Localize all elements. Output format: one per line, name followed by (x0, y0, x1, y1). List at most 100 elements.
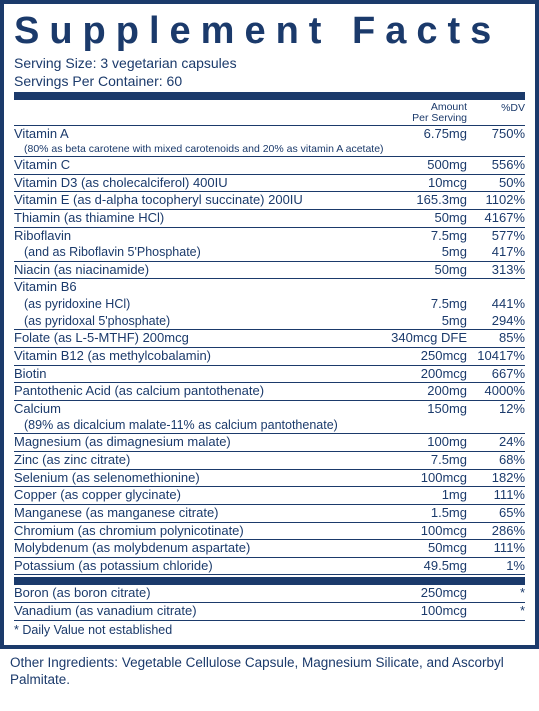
thick-rule-mid (14, 577, 525, 585)
servings-label: Servings Per Container: (14, 73, 163, 89)
row-amount: 165.3mg (375, 192, 467, 209)
row-dv: 667% (467, 366, 525, 383)
serving-size-label: Serving Size: (14, 55, 96, 71)
table-row: Niacin (as niacinamide)50mg313% (14, 262, 525, 280)
row-amount: 250mcg (375, 585, 467, 602)
row-dv: 111% (467, 487, 525, 504)
row-name: Pantothenic Acid (as calcium pantothenat… (14, 383, 375, 400)
row-dv: 12% (467, 401, 525, 418)
table-row: Potassium (as potassium chloride)49.5mg1… (14, 558, 525, 576)
table-row: (as pyridoxine HCl)7.5mg441% (14, 296, 525, 313)
table-row: Molybdenum (as molybdenum aspartate)50mc… (14, 540, 525, 558)
row-name: Potassium (as potassium chloride) (14, 558, 375, 575)
row-amount: 6.75mg (375, 126, 467, 143)
row-dv: 577% (467, 228, 525, 245)
row-name: Vanadium (as vanadium citrate) (14, 603, 375, 620)
serving-size: Serving Size: 3 vegetarian capsules (14, 55, 525, 73)
row-name: Selenium (as selenomethionine) (14, 470, 375, 487)
servings-value: 60 (167, 73, 183, 89)
row-dv: 4167% (467, 210, 525, 227)
row-dv: 10417% (467, 348, 525, 365)
table-row: Vitamin B12 (as methylcobalamin)250mcg10… (14, 348, 525, 366)
row-name: Niacin (as niacinamide) (14, 262, 375, 279)
row-amount: 5mg (375, 313, 467, 330)
row-dv: 85% (467, 330, 525, 347)
row-name: Vitamin A (14, 126, 375, 143)
row-name: Magnesium (as dimagnesium malate) (14, 434, 375, 451)
table-row: Riboflavin7.5mg577% (14, 228, 525, 245)
table-row: Vitamin D3 (as cholecalciferol) 400IU10m… (14, 175, 525, 193)
row-dv: 68% (467, 452, 525, 469)
row-dv: 286% (467, 523, 525, 540)
row-dv: 111% (467, 540, 525, 557)
row-dv: 4000% (467, 383, 525, 400)
row-dv: 417% (467, 244, 525, 261)
row-amount: 500mg (375, 157, 467, 174)
table-row: Manganese (as manganese citrate)1.5mg65% (14, 505, 525, 523)
row-name: Zinc (as zinc citrate) (14, 452, 375, 469)
row-note: (80% as beta carotene with mixed caroten… (14, 143, 525, 156)
row-amount: 100mcg (375, 603, 467, 620)
row-name: Boron (as boron citrate) (14, 585, 375, 602)
row-subname: (89% as dicalcium malate-11% as calcium … (14, 417, 375, 433)
table-row: (80% as beta carotene with mixed caroten… (14, 143, 525, 157)
panel-title: Supplement Facts (14, 10, 525, 55)
table-row: (as pyridoxal 5'phosphate)5mg294% (14, 313, 525, 331)
table-row: Vitamin B6 (14, 279, 525, 296)
supplement-facts-panel: Supplement Facts Serving Size: 3 vegetar… (0, 0, 539, 649)
serving-size-value: 3 vegetarian capsules (100, 55, 236, 71)
row-amount: 100mg (375, 434, 467, 451)
table-row: Selenium (as selenomethionine)100mcg182% (14, 470, 525, 488)
row-name: Copper (as copper glycinate) (14, 487, 375, 504)
table-row: Pantothenic Acid (as calcium pantothenat… (14, 383, 525, 401)
row-dv: 24% (467, 434, 525, 451)
row-amount: 10mcg (375, 175, 467, 192)
column-headers: Amount Per Serving %DV (14, 100, 525, 126)
table-row: (and as Riboflavin 5'Phosphate)5mg417% (14, 244, 525, 262)
row-name: Folate (as L-5-MTHF) 200mcg (14, 330, 375, 347)
row-subname: (as pyridoxal 5'phosphate) (14, 313, 375, 329)
table-row: Copper (as copper glycinate)1mg111% (14, 487, 525, 505)
row-name: Manganese (as manganese citrate) (14, 505, 375, 522)
row-amount: 50mg (375, 210, 467, 227)
row-name: Vitamin C (14, 157, 375, 174)
table-row: Calcium150mg12% (14, 401, 525, 418)
servings-per-container: Servings Per Container: 60 (14, 73, 525, 91)
row-amount: 1mg (375, 487, 467, 504)
row-dv: 1102% (467, 192, 525, 209)
row-dv: 1% (467, 558, 525, 575)
header-dv: %DV (467, 102, 525, 124)
table-row: Biotin200mcg667% (14, 366, 525, 384)
row-name: Thiamin (as thiamine HCl) (14, 210, 375, 227)
table-row: Vitamin A6.75mg750% (14, 126, 525, 143)
table-row: Chromium (as chromium polynicotinate)100… (14, 523, 525, 541)
row-name: Riboflavin (14, 228, 375, 245)
row-amount: 340mcg DFE (375, 330, 467, 347)
row-dv: 750% (467, 126, 525, 143)
thick-rule-top (14, 92, 525, 100)
row-name: Vitamin B12 (as methylcobalamin) (14, 348, 375, 365)
row-subname: (and as Riboflavin 5'Phosphate) (14, 244, 375, 260)
row-name: Molybdenum (as molybdenum aspartate) (14, 540, 375, 557)
row-amount: 200mg (375, 383, 467, 400)
other-ingredients-label: Other Ingredients: (10, 655, 118, 670)
row-amount: 7.5mg (375, 228, 467, 245)
row-name: Vitamin D3 (as cholecalciferol) 400IU (14, 175, 375, 192)
row-subname: (as pyridoxine HCl) (14, 296, 375, 312)
header-amount: Amount Per Serving (375, 102, 467, 124)
row-dv: 294% (467, 313, 525, 330)
row-dv: * (467, 585, 525, 602)
row-dv: * (467, 603, 525, 620)
row-amount: 250mcg (375, 348, 467, 365)
table-row: Vitamin C500mg556% (14, 157, 525, 175)
row-dv: 441% (467, 296, 525, 313)
row-amount: 100mcg (375, 470, 467, 487)
table-row: Boron (as boron citrate)250mcg* (14, 585, 525, 603)
row-dv: 182% (467, 470, 525, 487)
row-dv: 65% (467, 505, 525, 522)
row-dv: 556% (467, 157, 525, 174)
row-amount: 7.5mg (375, 296, 467, 313)
nutrient-rows-section-2: Boron (as boron citrate)250mcg*Vanadium … (14, 585, 525, 620)
row-name: Calcium (14, 401, 375, 418)
table-row: Thiamin (as thiamine HCl)50mg4167% (14, 210, 525, 228)
